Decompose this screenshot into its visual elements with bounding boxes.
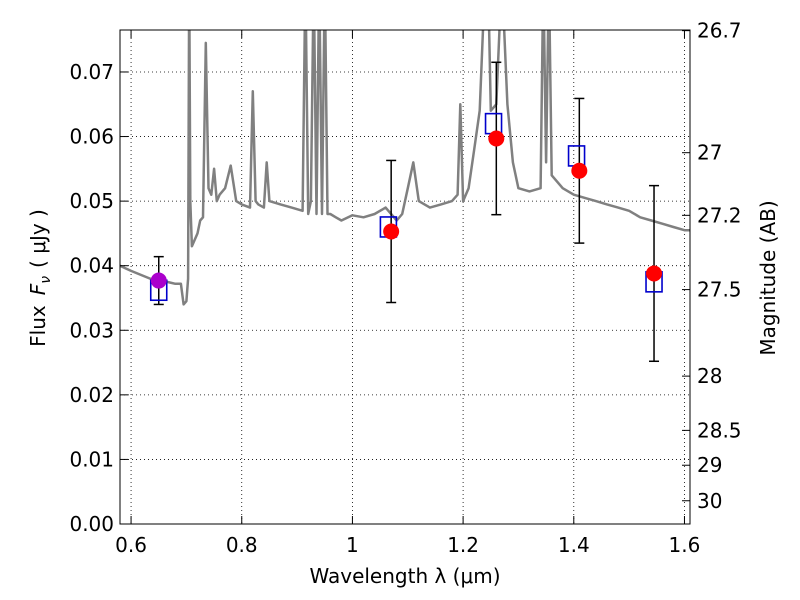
y-tick-label: 0.04 <box>69 254 114 278</box>
y-tick-label: 0.03 <box>69 318 114 342</box>
x-tick-label: 1 <box>346 533 359 557</box>
y-tick-label: 0.00 <box>69 512 114 536</box>
y2-tick-label: 29 <box>697 453 722 477</box>
y2-tick-label: 27 <box>697 141 722 165</box>
observed-photometry-point <box>150 272 167 289</box>
observed-photometry-series <box>150 130 663 289</box>
y-axis-label-unit: ( μJy ) <box>26 209 50 268</box>
y-tick-label: 0.05 <box>69 189 114 213</box>
axis-ticks <box>120 30 690 525</box>
y-axis-label-subscript: ν <box>38 276 54 284</box>
y-tick-label: 0.01 <box>69 447 114 471</box>
model-spectrum <box>120 30 690 306</box>
y2-tick-label: 27.5 <box>697 278 742 302</box>
y2-tick-label: 27.2 <box>697 203 742 227</box>
tick-labels: 0.6 0.8 1 1.2 1.4 1.6 0.00 0.01 0.02 0.03 0.04 0.05… <box>69 19 741 557</box>
y-tick-label: 0.07 <box>69 60 114 84</box>
y2-axis-label: Magnitude (AB) <box>756 200 780 355</box>
y-axis-label: Flux Fν ( μJy ) <box>26 209 54 347</box>
y2-tick-label: 30 <box>697 489 722 513</box>
x-tick-label: 1.6 <box>669 533 701 557</box>
y-axis-label-symbol: F <box>26 283 50 295</box>
x-tick-label: 1.2 <box>447 533 479 557</box>
y2-tick-label: 26.7 <box>697 19 742 43</box>
observed-photometry-point <box>571 162 588 179</box>
y2-tick-label: 28 <box>697 364 722 388</box>
model-spectrum-line <box>120 30 690 306</box>
x-tick-label: 0.6 <box>115 533 147 557</box>
y-axis-label-text: Flux <box>26 305 50 347</box>
x-axis-label: Wavelength λ (μm) <box>309 564 500 588</box>
observed-photometry-point <box>383 223 400 240</box>
x-tick-label: 0.8 <box>226 533 258 557</box>
plot-frame <box>119 29 691 525</box>
x-tick-label: 1.4 <box>558 533 590 557</box>
y-tick-label: 0.02 <box>69 383 114 407</box>
observed-photometry-point <box>646 265 663 282</box>
y-tick-label: 0.06 <box>69 125 114 149</box>
y2-tick-label: 28.5 <box>697 418 742 442</box>
observed-photometry-point <box>488 130 505 147</box>
